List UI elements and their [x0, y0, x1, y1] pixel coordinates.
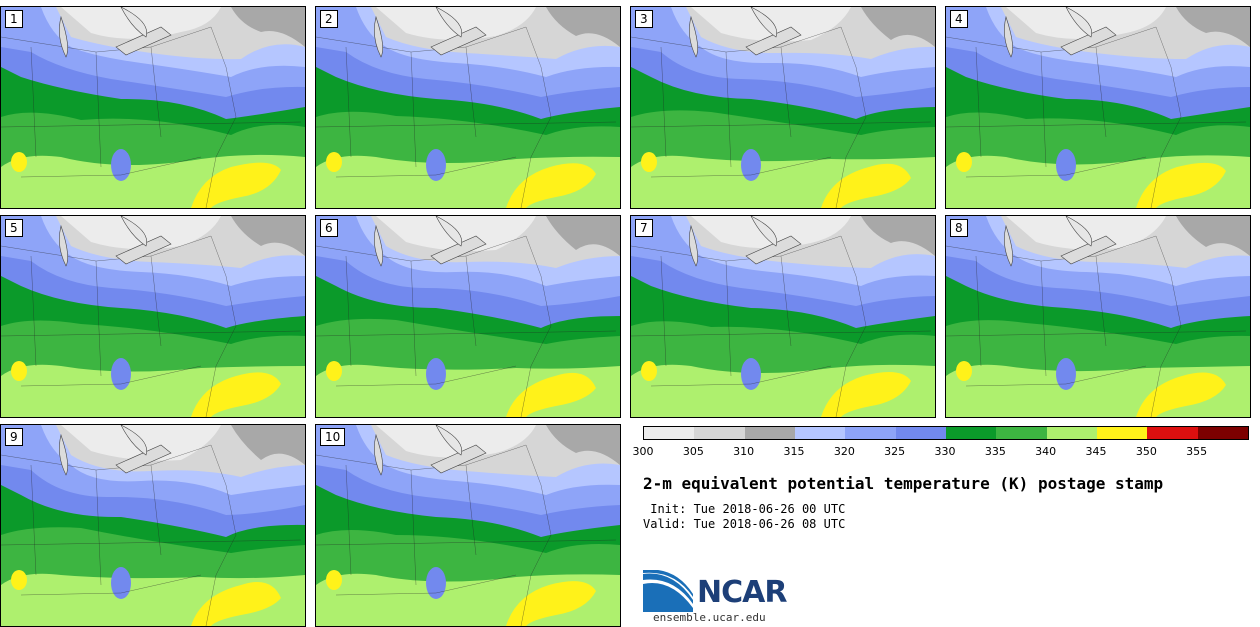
map-panel-8[interactable]: 8 [945, 215, 1251, 418]
colorbar-swatch [845, 427, 896, 439]
panel-label: 3 [635, 10, 653, 28]
colorbar-swatch [1046, 427, 1097, 439]
temperature-map [631, 7, 935, 208]
temperature-map [316, 425, 620, 626]
colorbar-swatch [794, 427, 846, 439]
colorbar-swatch [1197, 427, 1248, 439]
panel-label: 4 [950, 10, 968, 28]
ncar-logo-text: NCAR [697, 575, 787, 610]
colorbar-swatch [1147, 427, 1198, 439]
panel-label: 8 [950, 219, 968, 237]
colorbar-swatch [895, 427, 946, 439]
colorbar-tick-label: 350 [1135, 445, 1157, 458]
temperature-map [316, 7, 620, 208]
colorbar-tick-label: 300 [632, 445, 654, 458]
figure-title: 2-m equivalent potential temperature (K)… [643, 474, 1164, 493]
colorbar-tick-label: 355 [1186, 445, 1208, 458]
temperature-map [631, 216, 935, 417]
ncar-logo-icon [643, 570, 693, 612]
map-panel-2[interactable]: 2 [315, 6, 621, 209]
map-panel-4[interactable]: 4 [945, 6, 1251, 209]
temperature-map [1, 7, 305, 208]
panel-label: 6 [320, 219, 338, 237]
map-panel-1[interactable]: 1 [0, 6, 306, 209]
temperature-map [946, 7, 1250, 208]
temperature-map [316, 216, 620, 417]
colorbar-tick-label: 345 [1085, 445, 1107, 458]
colorbar-swatch [1096, 427, 1148, 439]
temperature-map [1, 216, 305, 417]
map-panel-3[interactable]: 3 [630, 6, 936, 209]
colorbar-swatch [996, 427, 1047, 439]
colorbar-tick-label: 325 [884, 445, 906, 458]
colorbar-tick-label: 330 [934, 445, 956, 458]
map-panel-10[interactable]: 10 [315, 424, 621, 627]
temperature-map [1, 425, 305, 626]
colorbar-swatch [694, 427, 745, 439]
colorbar-tick-label: 305 [682, 445, 704, 458]
colorbar-tick-label: 315 [783, 445, 805, 458]
map-panel-5[interactable]: 5 [0, 215, 306, 418]
map-panel-6[interactable]: 6 [315, 215, 621, 418]
map-panel-9[interactable]: 9 [0, 424, 306, 627]
colorbar-swatch [945, 427, 997, 439]
init-time: Init: Tue 2018-06-26 00 UTC [643, 502, 846, 516]
colorbar-tick-label: 310 [733, 445, 755, 458]
colorbar-swatch [644, 427, 695, 439]
panel-label: 7 [635, 219, 653, 237]
colorbar-swatch [744, 427, 795, 439]
valid-time: Valid: Tue 2018-06-26 08 UTC [643, 517, 846, 531]
website-url[interactable]: ensemble.ucar.edu [653, 611, 766, 624]
colorbar-tick-label: 340 [1035, 445, 1057, 458]
panel-label: 1 [5, 10, 23, 28]
panel-label: 5 [5, 219, 23, 237]
colorbar-tick-label: 335 [984, 445, 1006, 458]
panel-label: 9 [5, 428, 23, 446]
colorbar-tick-label: 320 [833, 445, 855, 458]
panel-label: 2 [320, 10, 338, 28]
temperature-map [946, 216, 1250, 417]
panel-label: 10 [320, 428, 346, 446]
map-panel-7[interactable]: 7 [630, 215, 936, 418]
colorbar [643, 426, 1249, 440]
